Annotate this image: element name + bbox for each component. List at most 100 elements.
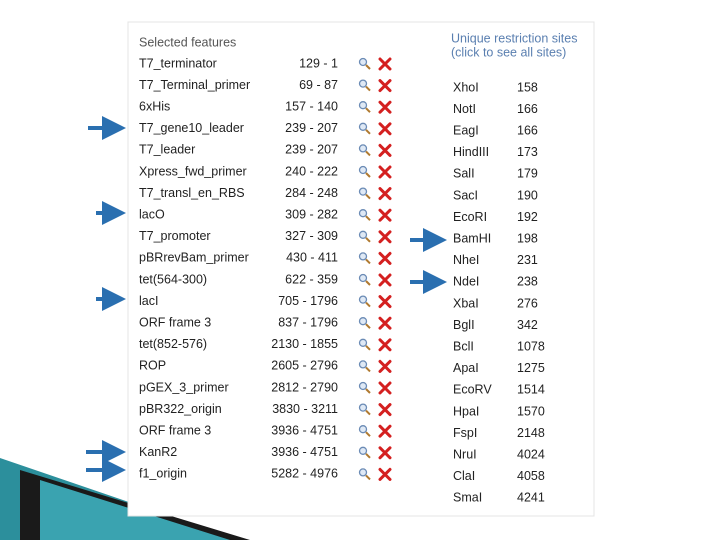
sites-title[interactable]: Unique restriction sites [451, 31, 577, 45]
delete-icon[interactable] [378, 381, 392, 395]
site-position: 342 [517, 318, 538, 332]
zoom-icon[interactable] [358, 381, 371, 394]
zoom-icon[interactable] [358, 317, 371, 329]
site-name[interactable]: SmaI [453, 491, 482, 505]
site-name[interactable]: BglI [453, 318, 475, 332]
site-name[interactable]: XbaI [453, 296, 479, 310]
delete-icon[interactable] [378, 251, 392, 265]
site-position: 4024 [517, 447, 545, 461]
site-name[interactable]: ApaI [453, 361, 479, 375]
zoom-icon[interactable] [358, 122, 371, 135]
delete-icon[interactable] [378, 230, 392, 244]
feature-name: f1_origin [139, 467, 187, 481]
zoom-icon[interactable] [358, 209, 371, 221]
delete-icon[interactable] [378, 467, 392, 481]
zoom-icon[interactable] [358, 446, 371, 459]
delete-icon[interactable] [378, 57, 392, 71]
feature-range: 239 - 207 [285, 143, 338, 157]
site-position: 2148 [517, 426, 545, 440]
feature-name: pBRrevBam_primer [139, 251, 249, 265]
feature-name: T7_leader [139, 143, 195, 157]
feature-name: ORF frame 3 [139, 423, 211, 437]
delete-icon[interactable] [378, 295, 392, 309]
site-name[interactable]: HpaI [453, 404, 479, 418]
site-name[interactable]: SalI [453, 167, 475, 181]
site-name[interactable]: BamHI [453, 231, 491, 245]
delete-icon[interactable] [378, 100, 392, 114]
delete-icon[interactable] [378, 359, 392, 373]
zoom-icon[interactable] [358, 79, 371, 92]
site-name[interactable]: BclI [453, 339, 474, 353]
zoom-icon[interactable] [358, 273, 371, 286]
zoom-icon[interactable] [358, 144, 371, 157]
feature-range: 3936 - 4751 [271, 423, 338, 437]
site-position: 276 [517, 296, 538, 310]
delete-icon[interactable] [378, 187, 392, 201]
delete-icon[interactable] [378, 338, 392, 352]
site-name[interactable]: NheI [453, 253, 479, 267]
feature-range: 3936 - 4751 [271, 445, 338, 459]
zoom-icon[interactable] [358, 468, 371, 481]
feature-range: 327 - 309 [285, 229, 338, 243]
zoom-icon[interactable] [358, 57, 371, 70]
site-name[interactable]: ClaI [453, 469, 475, 483]
feature-range: 837 - 1796 [278, 315, 338, 329]
feature-name: 6xHis [139, 99, 170, 113]
zoom-icon[interactable] [358, 101, 371, 113]
feature-range: 5282 - 4976 [271, 467, 338, 481]
site-position: 1275 [517, 361, 545, 375]
site-name[interactable]: NotI [453, 102, 476, 116]
site-name[interactable]: XhoI [453, 80, 479, 94]
feature-range: 622 - 359 [285, 272, 338, 286]
feature-name: T7_terminator [139, 56, 217, 70]
site-name[interactable]: EcoRI [453, 210, 487, 224]
site-name[interactable]: HindIII [453, 145, 489, 159]
feature-name: tet(564-300) [139, 272, 207, 286]
delete-icon[interactable] [378, 446, 392, 460]
site-position: 192 [517, 210, 538, 224]
delete-icon[interactable] [378, 403, 392, 417]
zoom-icon[interactable] [358, 403, 371, 416]
delete-icon[interactable] [378, 316, 392, 330]
delete-icon[interactable] [378, 165, 392, 179]
feature-name: ORF frame 3 [139, 315, 211, 329]
zoom-icon[interactable] [358, 165, 371, 178]
feature-range: 3830 - 3211 [272, 402, 338, 416]
site-name[interactable]: SacI [453, 188, 478, 202]
delete-icon[interactable] [378, 273, 392, 287]
zoom-icon[interactable] [358, 338, 371, 351]
site-name[interactable]: NruI [453, 447, 477, 461]
site-position: 1078 [517, 339, 545, 353]
feature-range: 284 - 248 [285, 186, 338, 200]
site-position: 231 [517, 253, 538, 267]
feature-range: 129 - 1 [299, 56, 338, 70]
delete-icon[interactable] [378, 208, 392, 222]
site-name[interactable]: EagI [453, 123, 479, 137]
site-position: 1570 [517, 404, 545, 418]
delete-icon[interactable] [378, 143, 392, 157]
zoom-icon[interactable] [358, 425, 371, 437]
delete-icon[interactable] [378, 424, 392, 438]
zoom-icon[interactable] [358, 295, 371, 308]
feature-name: lacI [139, 294, 158, 308]
delete-icon[interactable] [378, 79, 392, 93]
feature-name: ROP [139, 359, 166, 373]
zoom-icon[interactable] [358, 360, 371, 373]
site-name[interactable]: NdeI [453, 275, 479, 289]
site-position: 173 [517, 145, 538, 159]
site-name[interactable]: EcoRV [453, 383, 492, 397]
feature-range: 705 - 1796 [278, 294, 338, 308]
feature-range: 2605 - 2796 [271, 359, 338, 373]
zoom-icon[interactable] [358, 187, 371, 200]
feature-name: T7_transl_en_RBS [139, 186, 245, 200]
zoom-icon[interactable] [358, 252, 371, 265]
feature-name: T7_promoter [139, 229, 211, 243]
site-name[interactable]: FspI [453, 426, 477, 440]
zoom-icon[interactable] [358, 230, 371, 243]
sites-subtitle[interactable]: (click to see all sites) [451, 45, 566, 59]
feature-range: 430 - 411 [286, 251, 338, 265]
delete-icon[interactable] [378, 122, 392, 136]
site-position: 158 [517, 80, 538, 94]
